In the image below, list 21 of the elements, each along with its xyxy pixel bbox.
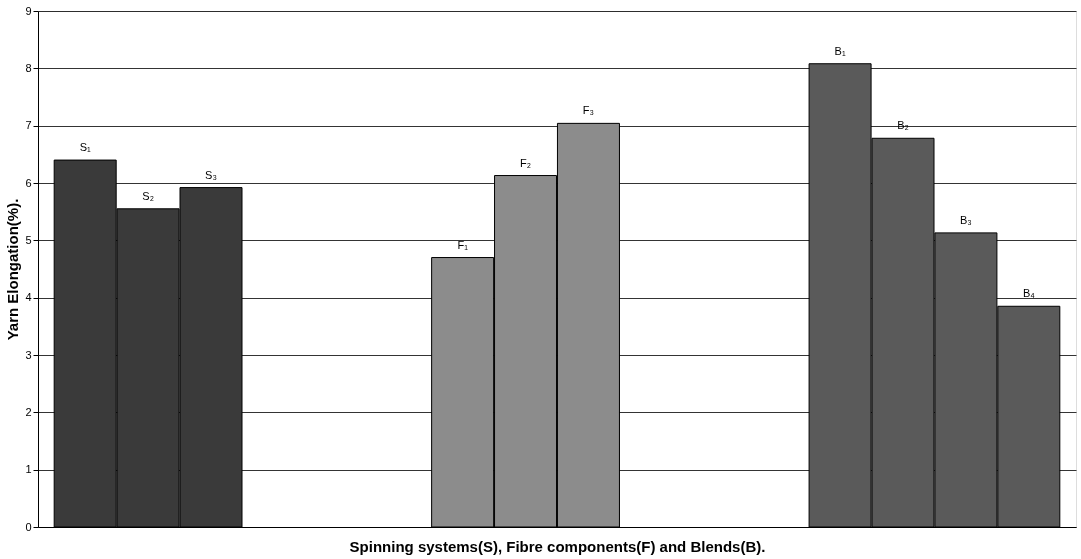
y-tick-label: 0: [25, 520, 32, 533]
x-axis-title: Spinning systems(S), Fibre components(F) and Blends(B).: [349, 537, 766, 555]
y-tick-label: 4: [25, 291, 32, 304]
data-label: F₁: [457, 238, 469, 251]
data-label: B₄: [1022, 287, 1036, 300]
y-tick-label: 5: [25, 233, 32, 246]
data-label: F₂: [520, 156, 532, 169]
y-tick-label: 8: [25, 61, 32, 74]
y-tick-label: 9: [25, 4, 32, 17]
y-tick-label: 7: [25, 119, 32, 132]
y-axis-title: Yarn Elongation(%).: [4, 198, 22, 341]
data-label: B₁: [834, 44, 846, 57]
data-label: B₃: [960, 213, 972, 226]
y-tick-label: 2: [25, 405, 32, 418]
data-label: F₃: [582, 104, 595, 117]
y-tick-label: 3: [25, 348, 32, 361]
data-label: S₁: [79, 141, 91, 154]
data-label: S₂: [142, 189, 154, 202]
data-label: S₃: [205, 168, 217, 181]
y-tick-label: 6: [25, 176, 32, 189]
y-tick-label: 1: [25, 463, 32, 476]
